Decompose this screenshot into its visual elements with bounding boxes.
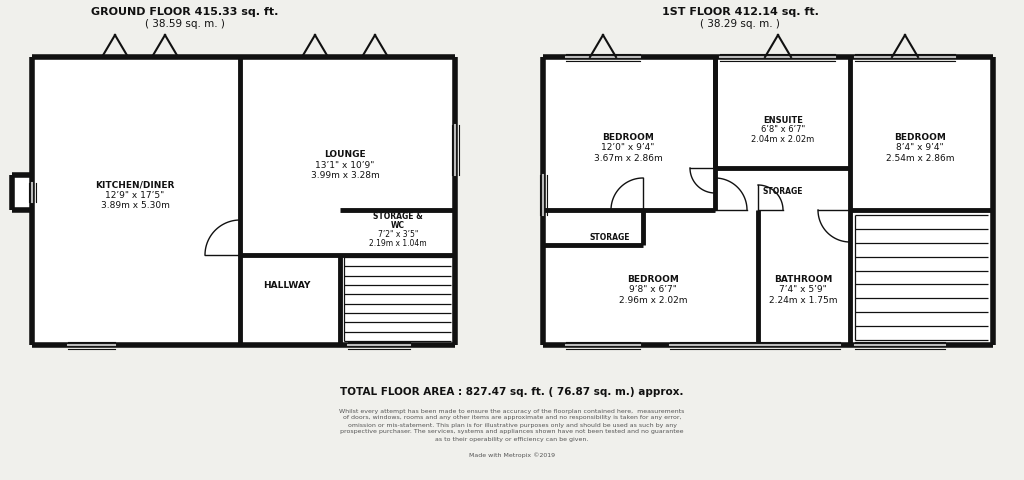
Text: 12’0" x 9’4": 12’0" x 9’4" [601,144,654,153]
Text: 2.04m x 2.02m: 2.04m x 2.02m [752,135,815,144]
Text: ( 38.59 sq. m. ): ( 38.59 sq. m. ) [145,19,225,29]
Bar [344,257,451,341]
Text: KITCHEN/DINER: KITCHEN/DINER [95,180,175,189]
Text: 1ST FLOOR 412.14 sq. ft.: 1ST FLOOR 412.14 sq. ft. [662,7,818,17]
Bar [12,175,32,210]
Text: BEDROOM: BEDROOM [627,275,679,284]
Text: Made with Metropix ©2019: Made with Metropix ©2019 [469,452,555,458]
Bar [543,57,993,345]
Bar [670,341,840,348]
Bar [540,175,547,215]
Bar [765,54,791,60]
Text: LOUNGE: LOUNGE [325,150,366,159]
Bar [855,53,955,60]
Bar [302,54,328,60]
Text: 2.19m x 1.04m: 2.19m x 1.04m [370,239,427,248]
Text: ( 38.29 sq. m. ): ( 38.29 sq. m. ) [700,19,780,29]
Text: 7’2" x 3’5": 7’2" x 3’5" [378,230,418,239]
Text: STORAGE &: STORAGE & [373,212,423,221]
Bar [102,54,128,60]
Bar [29,183,36,202]
Bar [566,341,640,348]
Text: 2.24m x 1.75m: 2.24m x 1.75m [769,296,838,305]
Bar [32,57,455,345]
Text: 9’8" x 6’7": 9’8" x 6’7" [629,286,677,295]
Bar [720,53,835,60]
Text: 7’4" x 5’9": 7’4" x 5’9" [779,286,826,295]
Text: 13’1" x 10’9": 13’1" x 10’9" [315,160,375,169]
Text: STORAGE: STORAGE [763,188,803,196]
Bar [452,125,459,175]
Bar [566,53,640,60]
Text: 2.96m x 2.02m: 2.96m x 2.02m [618,296,687,305]
Text: 8’4" x 9’4": 8’4" x 9’4" [896,144,944,153]
Text: TOTAL FLOOR AREA : 827.47 sq. ft. ( 76.87 sq. m.) approx.: TOTAL FLOOR AREA : 827.47 sq. ft. ( 76.8… [340,387,684,397]
Text: BEDROOM: BEDROOM [894,133,946,142]
Text: 3.67m x 2.86m: 3.67m x 2.86m [594,154,663,163]
Bar [348,341,410,348]
Bar [892,54,918,60]
Bar [590,54,616,60]
Bar [362,54,388,60]
Text: 3.89m x 5.30m: 3.89m x 5.30m [100,201,169,210]
Text: 2.54m x 2.86m: 2.54m x 2.86m [886,154,954,163]
Bar [855,215,988,340]
Text: BEDROOM: BEDROOM [602,133,654,142]
Text: WC: WC [391,221,406,230]
Text: 12’9" x 17’5": 12’9" x 17’5" [105,191,165,200]
Bar [855,341,945,348]
Bar [152,54,178,60]
Text: ENSUITE: ENSUITE [763,116,803,125]
Text: 6’8" x 6’7": 6’8" x 6’7" [761,125,805,134]
Text: Whilst every attempt has been made to ensure the accuracy of the floorplan conta: Whilst every attempt has been made to en… [339,408,685,442]
Text: 3.99m x 3.28m: 3.99m x 3.28m [310,171,379,180]
Bar [68,341,115,348]
Text: GROUND FLOOR 415.33 sq. ft.: GROUND FLOOR 415.33 sq. ft. [91,7,279,17]
Text: HALLWAY: HALLWAY [263,280,310,289]
Text: STORAGE: STORAGE [590,233,630,242]
Text: BATHROOM: BATHROOM [774,275,833,284]
